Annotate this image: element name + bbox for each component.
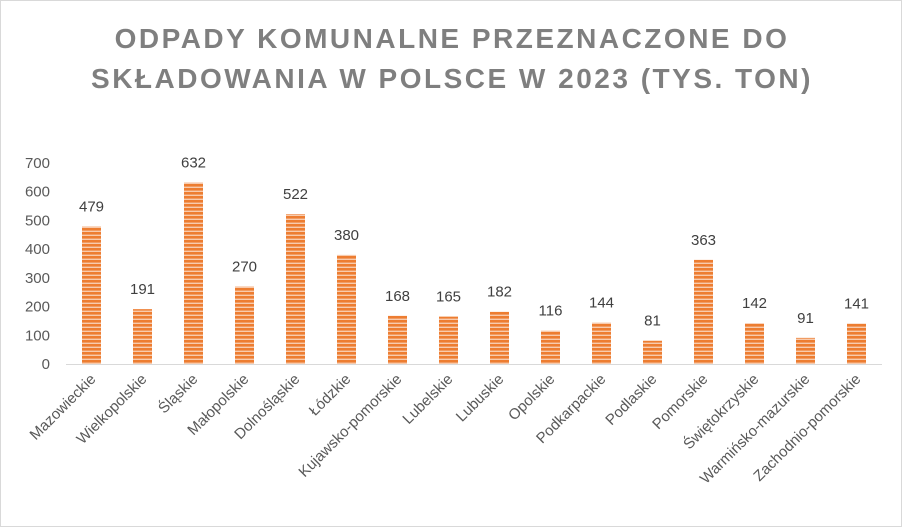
- y-tick-label: 500: [25, 212, 50, 229]
- bar: [235, 286, 254, 364]
- data-label: 191: [130, 281, 155, 298]
- bar: [643, 340, 662, 364]
- y-tick-label: 100: [25, 327, 50, 344]
- y-tick-label: 700: [25, 155, 50, 172]
- bar: [439, 316, 458, 364]
- y-tick-label: 0: [42, 356, 50, 373]
- bar: [388, 315, 407, 364]
- bar: [337, 254, 356, 364]
- data-label: 632: [181, 155, 206, 172]
- data-label: 81: [644, 313, 661, 330]
- chart-title: ODPADY KOMUNALNE PRZEZNACZONE DO SKŁADOW…: [91, 23, 813, 94]
- x-tick-label: Lubelskie: [399, 371, 456, 428]
- bars: [82, 182, 866, 364]
- data-label: 380: [334, 227, 359, 244]
- data-label: 144: [589, 295, 614, 312]
- x-tick-label: Kujawsko-pomorskie: [295, 371, 405, 481]
- x-tick-label: Łódzkie: [306, 371, 355, 420]
- y-tick-label: 600: [25, 184, 50, 201]
- data-label: 141: [844, 296, 869, 313]
- x-tick-label: Lubuskie: [453, 371, 507, 425]
- data-label: 91: [797, 310, 814, 327]
- data-label: 363: [691, 232, 716, 249]
- data-label: 142: [742, 295, 767, 312]
- data-label: 168: [385, 288, 410, 305]
- x-tick-label: Śląskie: [154, 370, 201, 417]
- data-label: 182: [487, 284, 512, 301]
- bar: [745, 323, 764, 364]
- data-label: 165: [436, 289, 461, 306]
- bar: [592, 322, 611, 364]
- data-label: 479: [79, 198, 104, 215]
- data-label: 116: [539, 303, 563, 320]
- bar: [82, 226, 101, 364]
- x-tick-label: Opolskie: [505, 371, 558, 424]
- y-axis: 0 100 200 300 400 500 600 700: [25, 155, 50, 373]
- bar: [184, 182, 203, 364]
- bar: [694, 259, 713, 364]
- bar: [847, 323, 866, 364]
- bar: [796, 337, 815, 364]
- bar: [286, 214, 305, 364]
- bar: [133, 309, 152, 364]
- data-label: 522: [283, 186, 308, 203]
- y-tick-label: 400: [25, 241, 50, 258]
- bar: [541, 330, 560, 364]
- bar: [490, 311, 509, 364]
- data-label: 270: [232, 258, 257, 275]
- y-tick-label: 200: [25, 299, 50, 316]
- y-tick-label: 300: [25, 270, 50, 287]
- data-labels: 479 191 632 270 522 380 168 165 182 116 144 81 363 14…: [79, 155, 869, 330]
